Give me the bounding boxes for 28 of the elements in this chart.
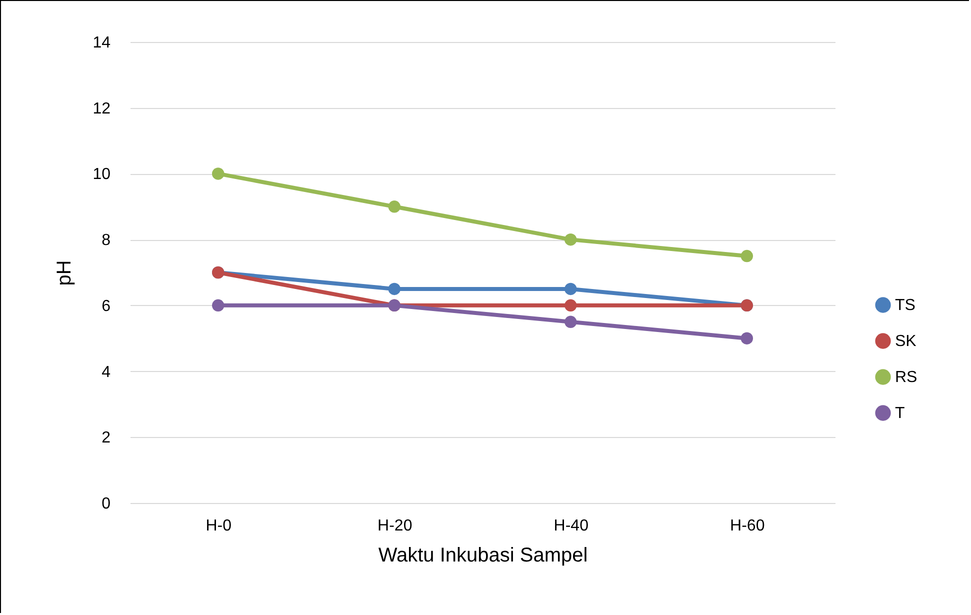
legend-label: T [895, 405, 905, 422]
point [212, 168, 224, 180]
x-tick-label: H-0 [206, 518, 232, 534]
y-tick-label: 10 [92, 166, 111, 184]
x-tick-label: H-40 [554, 518, 589, 534]
point [388, 200, 400, 213]
point [388, 282, 400, 296]
y-tick-label: 4 [102, 364, 111, 381]
x-axis-title: Waktu Inkubasi Sampel [378, 544, 588, 566]
legend-label: TS [895, 297, 916, 314]
legend-label: SK [895, 333, 917, 350]
y-axis-title: pH [54, 260, 76, 286]
legend-label: RS [895, 369, 918, 386]
y-tick-label: 0 [102, 496, 111, 512]
y-tick-label: 14 [92, 34, 111, 52]
point [740, 250, 753, 262]
x-tick-label: H-60 [730, 518, 765, 534]
x-tick-label: H-20 [378, 518, 412, 534]
point [564, 299, 577, 312]
point [564, 316, 577, 328]
point [564, 233, 577, 246]
y-tick-label: 6 [102, 298, 111, 315]
point [212, 299, 224, 312]
point [740, 332, 753, 344]
y-tick-label: 8 [102, 232, 111, 250]
point [564, 282, 577, 296]
y-tick-label: 2 [102, 430, 111, 447]
y-tick-label: 12 [92, 100, 111, 118]
